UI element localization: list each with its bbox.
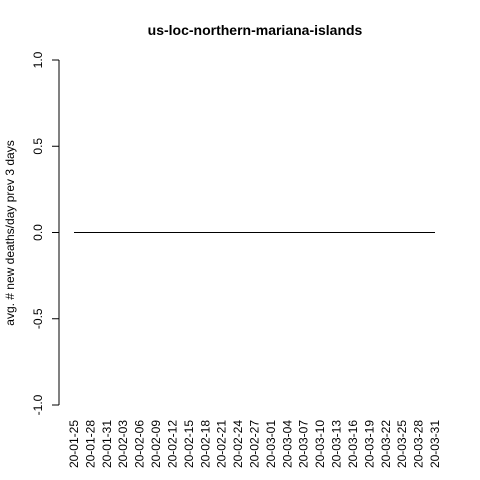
y-tick-label: 1.0 — [31, 51, 45, 68]
x-tick-label: 20-01-31 — [100, 420, 114, 468]
x-tick-label: 20-03-28 — [412, 420, 426, 468]
x-tick-label: 20-03-19 — [362, 420, 376, 468]
y-tick-label: -0.5 — [31, 308, 45, 329]
x-tick-label: 20-02-15 — [182, 420, 196, 468]
x-tick-label: 20-03-31 — [428, 420, 442, 468]
x-tick-label: 20-02-12 — [165, 420, 179, 468]
y-axis-label: avg. # new deaths/day prev 3 days — [3, 140, 17, 325]
y-ticks: -1.0 -0.5 0.0 0.5 1.0 — [31, 51, 59, 415]
x-tick-label: 20-02-06 — [133, 420, 147, 468]
x-tick-label: 20-03-22 — [379, 420, 393, 468]
x-tick-label: 20-03-04 — [280, 420, 294, 468]
x-tick-label: 20-02-21 — [215, 420, 229, 468]
x-tick-label: 20-03-16 — [346, 420, 360, 468]
x-tick-label: 20-03-25 — [395, 420, 409, 468]
x-tick-label: 20-03-07 — [297, 420, 311, 468]
y-tick-label: -1.0 — [31, 394, 45, 415]
x-tick-label: 20-01-25 — [67, 420, 81, 468]
x-tick-label: 20-02-18 — [198, 420, 212, 468]
chart-title: us-loc-northern-mariana-islands — [148, 22, 363, 38]
x-tick-label: 20-02-03 — [116, 420, 130, 468]
x-tick-label: 20-02-27 — [248, 420, 262, 468]
y-tick-label: 0.0 — [31, 224, 45, 241]
x-tick-label: 20-03-01 — [264, 420, 278, 468]
x-tick-label: 20-02-24 — [231, 420, 245, 468]
x-tick-label: 20-03-13 — [330, 420, 344, 468]
x-ticks: 20-01-25 20-01-28 20-01-31 20-02-03 20-02-06… — [67, 420, 442, 468]
y-tick-label: 0.5 — [31, 138, 45, 155]
x-tick-label: 20-02-09 — [149, 420, 163, 468]
x-tick-label: 20-01-28 — [83, 420, 97, 468]
x-tick-label: 20-03-10 — [313, 420, 327, 468]
